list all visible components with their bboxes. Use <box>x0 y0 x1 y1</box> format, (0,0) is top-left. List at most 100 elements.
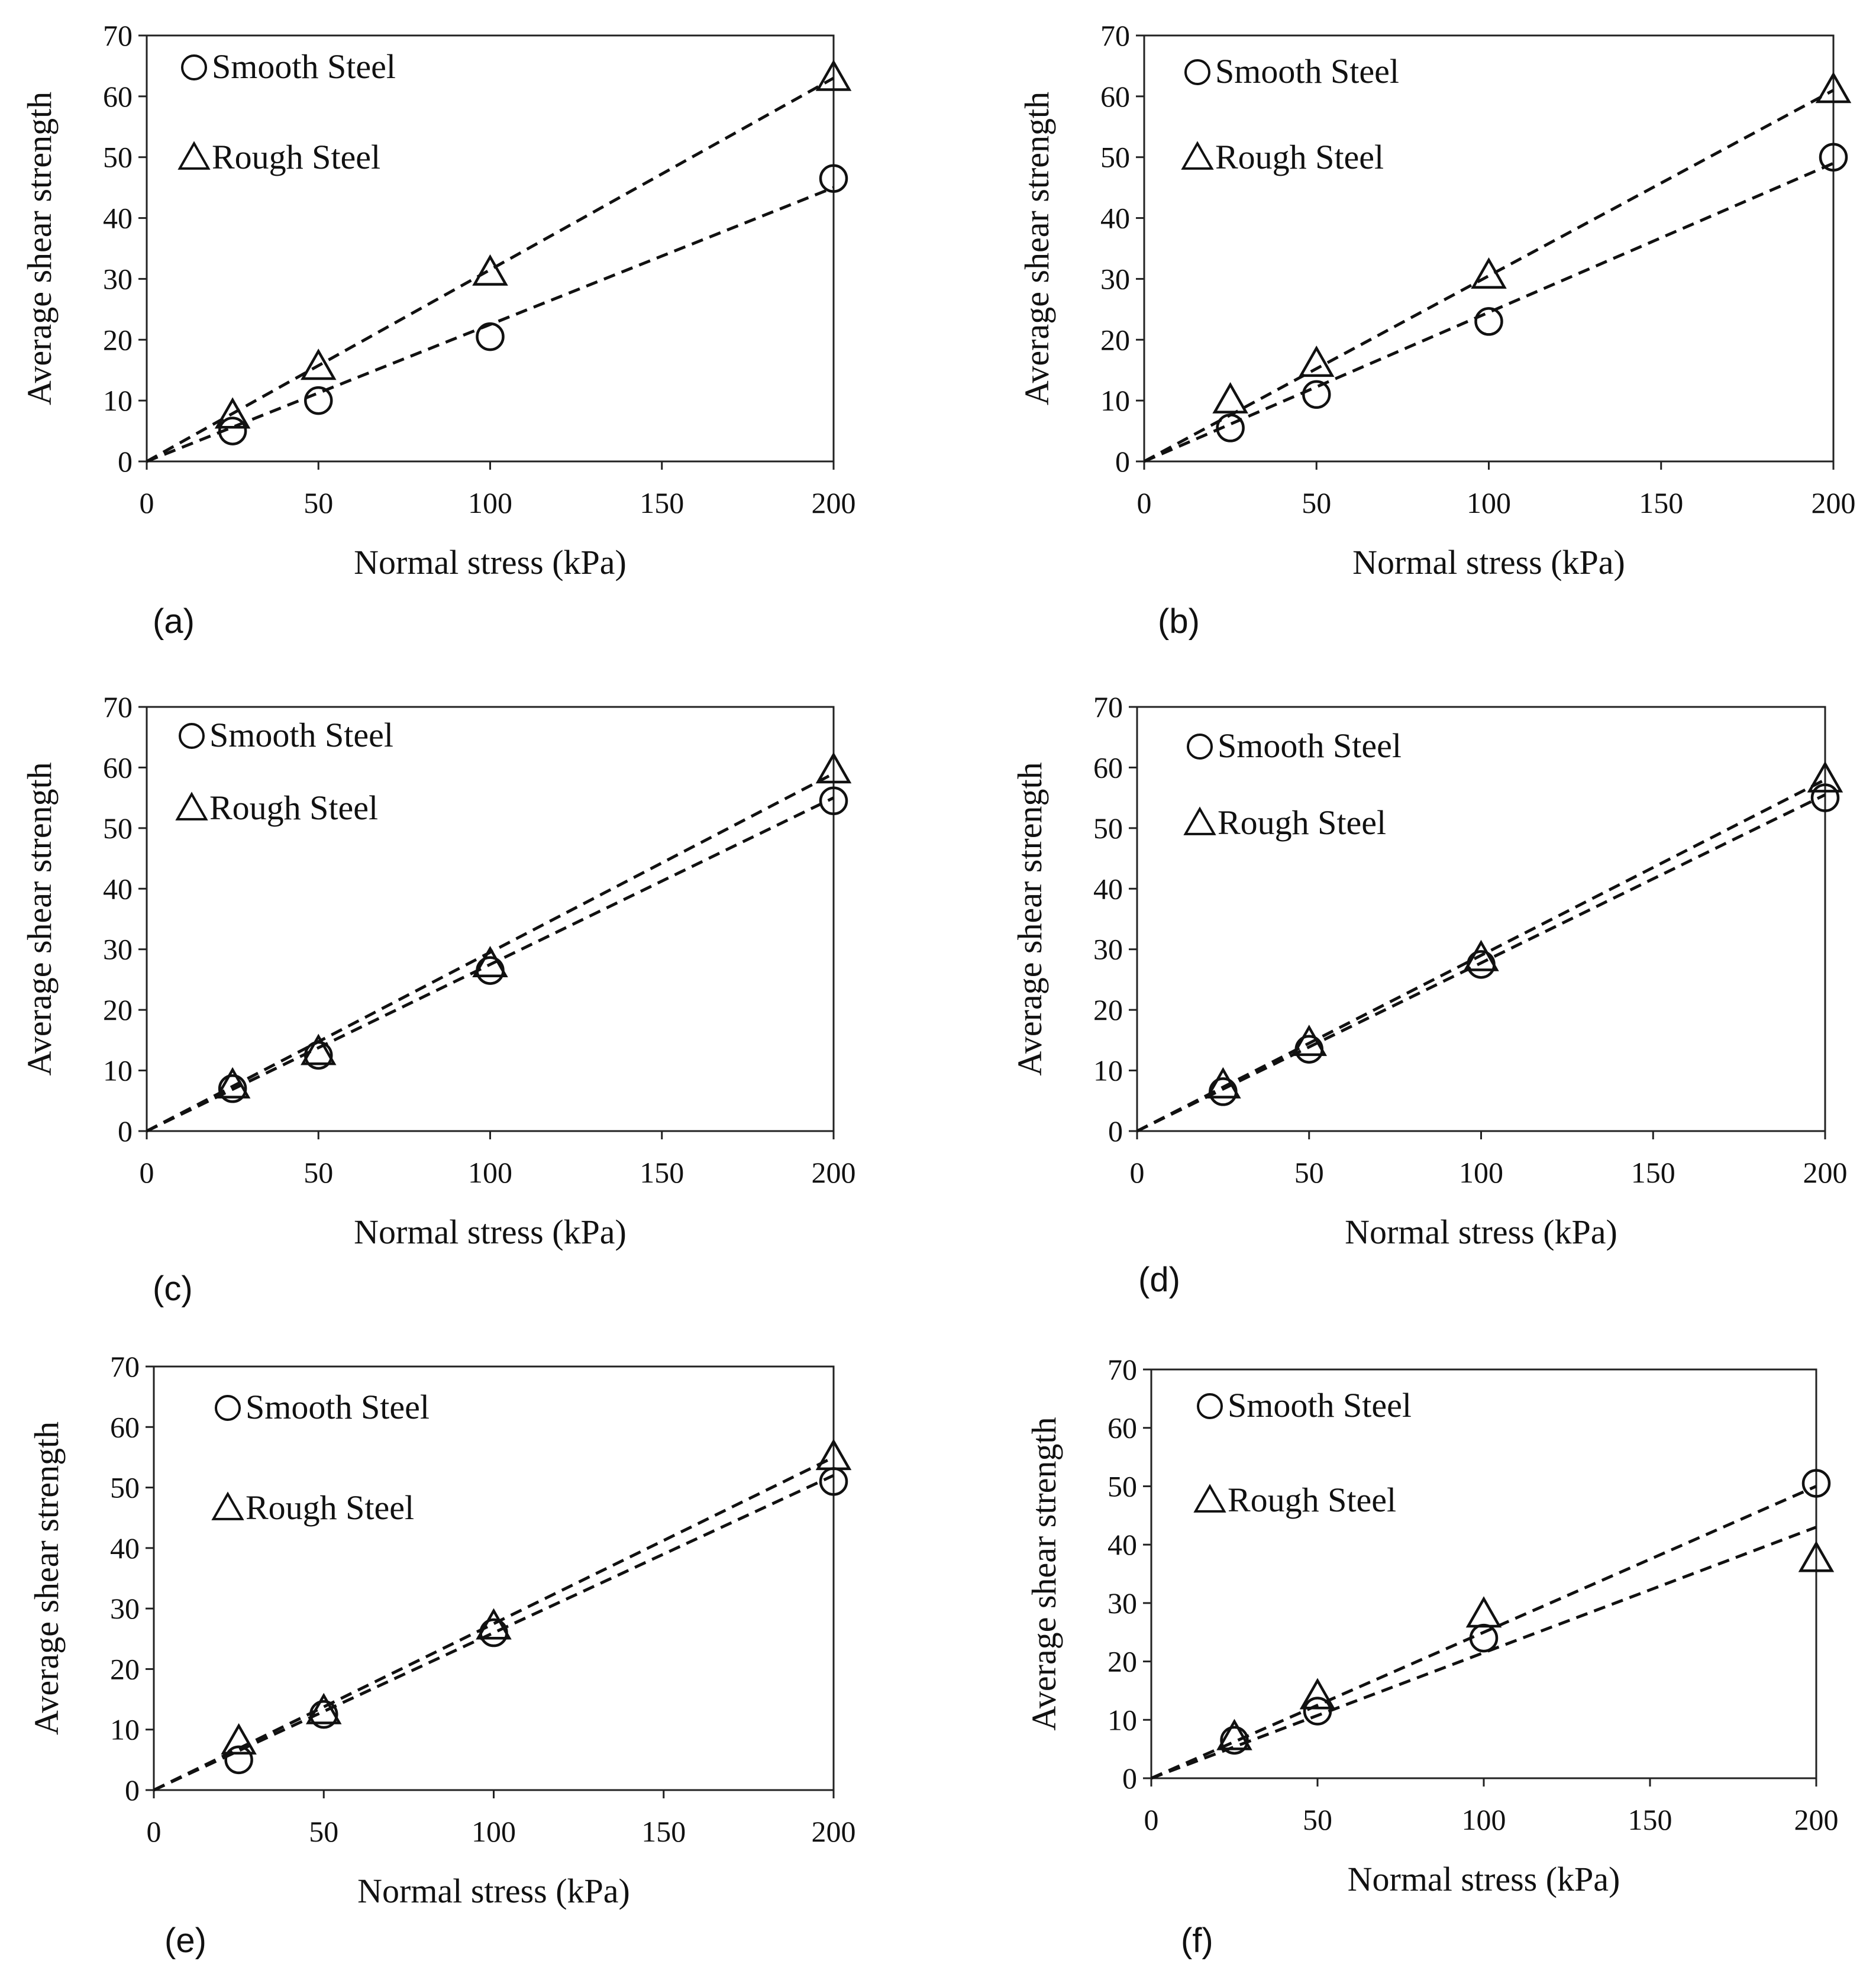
x-tick-label: 0 <box>140 1156 154 1189</box>
legend-circle-icon <box>179 723 205 749</box>
rough-steel-point <box>1815 72 1852 104</box>
x-tick-label: 50 <box>1294 1156 1324 1189</box>
rough-steel-point <box>1798 1540 1835 1572</box>
legend: Smooth Steel Rough Steel <box>211 1388 430 1527</box>
x-tick-label: 200 <box>812 486 856 519</box>
x-tick-label: 50 <box>1302 486 1331 519</box>
y-tick-label: 40 <box>110 1532 140 1565</box>
rough-steel-point <box>305 1692 342 1724</box>
panel-label: (b) <box>1158 602 1200 641</box>
legend-label-rough-steel: Rough Steel <box>1218 803 1386 842</box>
y-tick-label: 20 <box>1100 323 1130 356</box>
chart-panel-b: 0 10 20 30 40 50 60 70 0 50 100 150 200 Normal stress… <box>1018 19 1856 641</box>
y-tick-label: 40 <box>1100 202 1130 235</box>
smooth-steel-point <box>1294 1035 1323 1064</box>
rough-steel-fit-line <box>153 1456 835 1792</box>
smooth-steel-point <box>1302 380 1331 409</box>
chart-panel-f: 0 10 20 30 40 50 60 70 0 50 100 150 200 Normal stress… <box>1025 1353 1839 1960</box>
y-tick-label: 40 <box>1107 1528 1137 1561</box>
smooth-steel-point <box>476 322 505 351</box>
smooth-steel-point <box>1220 1726 1249 1755</box>
rough-steel-point <box>1291 1025 1328 1057</box>
x-tick-label: 200 <box>1794 1803 1839 1836</box>
y-tick-label: 0 <box>1115 445 1130 478</box>
y-tick-label: 50 <box>103 141 133 174</box>
smooth-steel-point <box>819 164 848 193</box>
y-axis-title: Average shear strength <box>1025 1417 1063 1730</box>
smooth-steel-point <box>1303 1697 1332 1726</box>
y-tick-label: 10 <box>103 1054 133 1087</box>
x-tick-label: 150 <box>1631 1156 1675 1189</box>
smooth-steel-point <box>218 416 247 445</box>
y-tick-label: 30 <box>1100 262 1130 295</box>
rough-steel-point <box>472 254 508 286</box>
y-tick-label: 10 <box>1100 384 1130 417</box>
x-axis-title: Normal stress (kPa) <box>354 543 627 582</box>
legend-label-rough-steel: Rough Steel <box>209 789 378 827</box>
rough-steel-point <box>214 1067 251 1099</box>
y-axis-title: Average shear strength <box>20 92 59 405</box>
x-axis-title: Normal stress (kPa) <box>1352 543 1625 582</box>
y-tick-label: 60 <box>1100 80 1130 113</box>
rough-steel-point <box>1216 1718 1252 1750</box>
smooth-steel-point <box>224 1745 253 1775</box>
smooth-steel-point <box>1469 1623 1499 1653</box>
x-tick-label: 50 <box>303 486 333 519</box>
y-tick-label: 50 <box>1107 1469 1137 1503</box>
rough-steel-point <box>815 1439 852 1471</box>
rough-steel-point <box>472 946 508 978</box>
legend: Smooth Steel Rough Steel <box>175 716 393 827</box>
x-tick-label: 0 <box>147 1815 162 1848</box>
x-tick-label: 50 <box>1303 1803 1332 1836</box>
rough-steel-point <box>1298 345 1335 377</box>
legend-triangle-icon <box>177 141 211 170</box>
y-axis-title: Average shear strength <box>1018 92 1056 405</box>
y-tick-label: 20 <box>110 1652 140 1685</box>
legend-triangle-icon <box>1183 806 1216 835</box>
legend-triangle-icon <box>175 792 208 820</box>
x-tick-label: 100 <box>1459 1156 1503 1189</box>
plot-frame <box>1136 706 1826 1132</box>
x-tick-label: 100 <box>472 1815 516 1848</box>
x-axis-title: Normal stress (kPa) <box>357 1872 630 1910</box>
rough-steel-point <box>1471 257 1507 289</box>
x-tick-label: 100 <box>1462 1803 1506 1836</box>
smooth-steel-fit-line <box>1136 793 1826 1133</box>
y-tick-label: 60 <box>1107 1411 1137 1445</box>
plot-frame <box>1143 34 1835 463</box>
y-tick-label: 30 <box>1107 1587 1137 1620</box>
y-tick-label: 70 <box>103 690 133 723</box>
x-tick-label: 100 <box>1467 486 1511 519</box>
legend-triangle-icon <box>1193 1484 1226 1513</box>
plot-frame <box>1150 1368 1817 1779</box>
rough-steel-point <box>300 348 337 380</box>
rough-steel-point <box>1463 939 1499 971</box>
y-tick-label: 20 <box>103 993 133 1026</box>
legend-label-rough-steel: Rough Steel <box>246 1488 414 1527</box>
legend-circle-icon <box>1184 59 1210 85</box>
y-tick-label: 30 <box>103 933 133 966</box>
y-tick-label: 70 <box>1107 1353 1137 1386</box>
x-tick-label: 0 <box>1144 1803 1159 1836</box>
x-tick-label: 150 <box>640 1156 684 1189</box>
rough-steel-point <box>1807 761 1843 793</box>
panel-label: (a) <box>153 602 195 641</box>
x-tick-label: 50 <box>309 1815 338 1848</box>
smooth-steel-point <box>309 1700 338 1729</box>
x-tick-label: 200 <box>812 1156 856 1189</box>
y-tick-label: 10 <box>103 384 133 417</box>
legend-label-smooth-steel: Smooth Steel <box>1218 726 1402 765</box>
rough-steel-point <box>1465 1596 1502 1628</box>
legend-circle-icon <box>215 1395 241 1421</box>
y-tick-label: 10 <box>1107 1703 1137 1736</box>
chart-panel-a: 0 10 20 30 40 50 60 70 0 50 100 150 200 Normal stress… <box>20 19 856 641</box>
smooth-steel-fit-line <box>153 1474 835 1792</box>
panel-label: (e) <box>164 1921 206 1960</box>
rough-steel-point <box>300 1033 337 1065</box>
legend-label-smooth-steel: Smooth Steel <box>1215 52 1399 91</box>
legend-circle-icon <box>1187 734 1213 760</box>
rough-steel-point <box>1212 382 1248 414</box>
y-axis-title: Average shear strength <box>1010 762 1049 1075</box>
y-tick-label: 10 <box>110 1713 140 1746</box>
